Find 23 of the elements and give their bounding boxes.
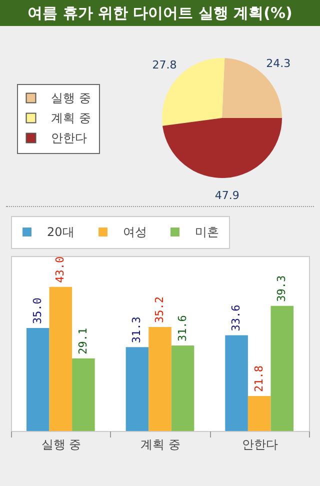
data-label: 21.8: [252, 366, 266, 392]
legend-label: 계획 중: [51, 111, 91, 125]
data-label: 35.2: [153, 296, 166, 324]
legend-label: 안한다: [51, 131, 87, 145]
x-tick-label: 안한다: [242, 438, 278, 452]
data-label: 47.9: [214, 188, 240, 202]
data-label: 29.1: [76, 328, 90, 354]
data-label: 35.0: [30, 298, 44, 324]
data-label: 31.6: [176, 315, 189, 342]
legend-label: 실행 중: [51, 91, 91, 105]
pie-slice: [162, 118, 282, 178]
data-label: 39.3: [275, 275, 288, 302]
legend-label: 여성: [123, 225, 147, 239]
data-label: 33.6: [230, 304, 243, 332]
legend-label: 20대: [47, 225, 74, 239]
data-label: 31.3: [130, 316, 144, 344]
chart-title: 여름 휴가 위한 다이어트 실행 계획(%): [0, 0, 320, 26]
data-label: 27.8: [152, 58, 177, 72]
x-tick-label: 실행 중: [41, 438, 82, 452]
legend-label: 미혼: [195, 225, 219, 239]
data-label: 43.0: [54, 256, 67, 283]
data-label: 24.3: [266, 57, 291, 70]
x-tick-label: 계획 중: [140, 438, 180, 452]
